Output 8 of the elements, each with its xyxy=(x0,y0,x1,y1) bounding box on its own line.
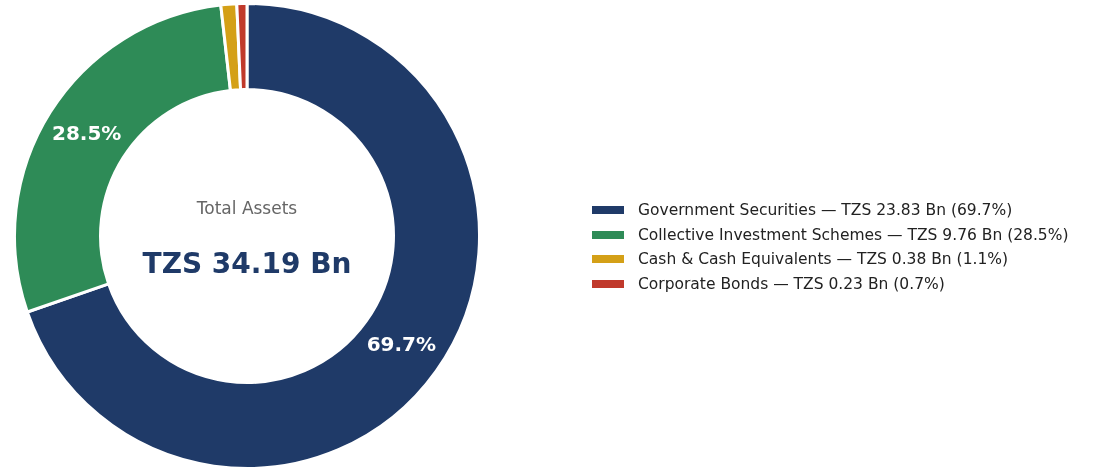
text: Total Assets xyxy=(195,198,298,219)
text: TZS 34.19 Bn xyxy=(142,247,352,281)
legend-label: Government Securities — TZS 23.83 Bn (69.7%) xyxy=(638,201,1013,220)
legend-label: Corporate Bonds — TZS 0.23 Bn (0.7%) xyxy=(638,274,945,293)
legend-label: Collective Investment Schemes — TZS 9.76 Bn (28.5%) xyxy=(638,225,1069,244)
data-label: 28.5% xyxy=(52,121,122,146)
legend-label: Cash & Cash Equivalents — TZS 0.38 Bn (1.1%) xyxy=(638,250,1009,269)
data-label: 69.7% xyxy=(366,332,437,357)
